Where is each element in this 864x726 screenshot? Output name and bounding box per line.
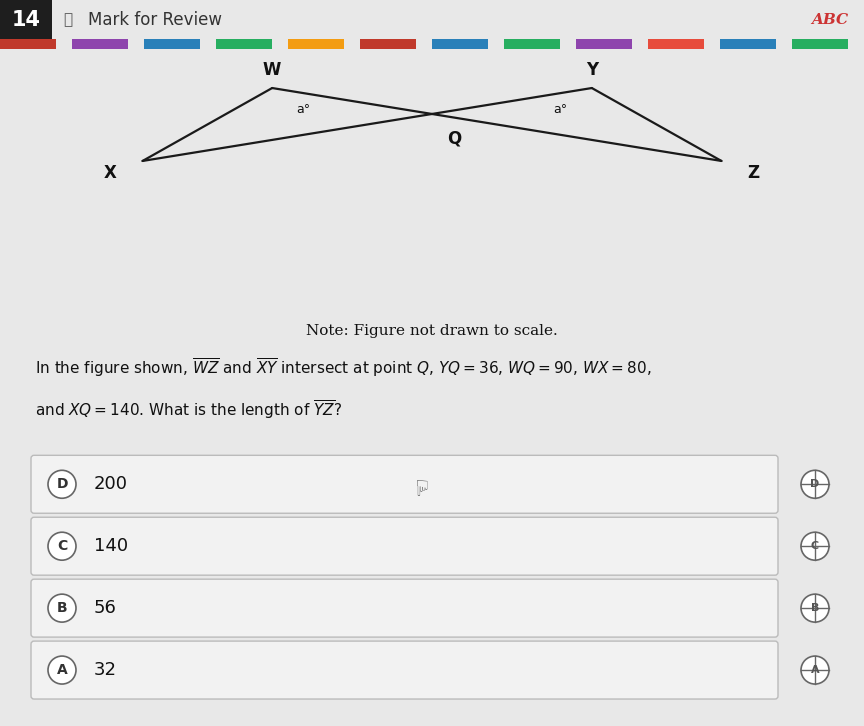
Text: 56: 56 — [94, 599, 117, 617]
FancyBboxPatch shape — [31, 455, 778, 513]
Text: a°: a° — [296, 103, 310, 116]
Text: In the figure shown, $\overline{WZ}$ and $\overline{XY}$ intersect at point $Q$,: In the figure shown, $\overline{WZ}$ and… — [35, 356, 651, 379]
Bar — [576, 39, 632, 49]
Text: a°: a° — [554, 103, 568, 116]
Bar — [72, 39, 128, 49]
Text: C: C — [811, 541, 819, 551]
Text: and $XQ = 140$. What is the length of $\overline{YZ}$?: and $XQ = 140$. What is the length of $\… — [35, 398, 341, 420]
Bar — [288, 39, 344, 49]
Text: Y: Y — [586, 61, 598, 79]
Text: 140: 140 — [94, 537, 128, 555]
Text: Z: Z — [747, 164, 759, 182]
Text: Mark for Review: Mark for Review — [88, 11, 222, 29]
FancyBboxPatch shape — [31, 579, 778, 637]
Bar — [504, 39, 560, 49]
FancyBboxPatch shape — [31, 641, 778, 699]
Text: 🔖: 🔖 — [63, 12, 73, 28]
Bar — [144, 39, 200, 49]
Bar — [648, 39, 704, 49]
Bar — [792, 39, 848, 49]
Circle shape — [801, 470, 829, 498]
Text: Note: Figure not drawn to scale.: Note: Figure not drawn to scale. — [306, 324, 558, 338]
Bar — [0, 39, 56, 49]
Bar — [0, 0, 52, 40]
Text: Q: Q — [448, 130, 461, 147]
Bar — [720, 39, 776, 49]
Text: ABC: ABC — [811, 13, 848, 27]
Circle shape — [801, 656, 829, 684]
Text: B: B — [810, 603, 819, 613]
Circle shape — [48, 594, 76, 622]
Circle shape — [801, 532, 829, 560]
Text: W: W — [263, 61, 282, 79]
FancyBboxPatch shape — [31, 517, 778, 575]
Text: D: D — [56, 477, 67, 492]
Text: A: A — [810, 665, 819, 675]
Text: ☝: ☝ — [413, 474, 427, 494]
Circle shape — [48, 470, 76, 498]
Text: D: D — [810, 479, 820, 489]
Bar — [432, 39, 488, 49]
Text: 200: 200 — [94, 476, 128, 493]
Circle shape — [48, 532, 76, 560]
Text: A: A — [57, 663, 67, 677]
Text: 32: 32 — [94, 661, 117, 679]
Text: B: B — [57, 601, 67, 615]
Text: C: C — [57, 539, 67, 553]
Text: X: X — [104, 164, 117, 182]
Bar — [360, 39, 416, 49]
Circle shape — [48, 656, 76, 684]
Bar — [216, 39, 272, 49]
Text: 14: 14 — [11, 10, 41, 30]
Circle shape — [801, 594, 829, 622]
